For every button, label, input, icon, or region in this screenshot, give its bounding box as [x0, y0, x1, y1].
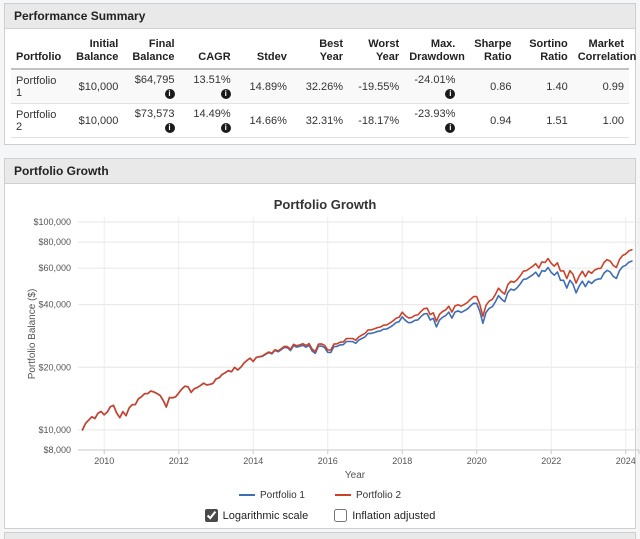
portfolio-2-swatch-icon — [335, 494, 351, 496]
info-icon[interactable]: i — [164, 123, 175, 133]
chart-legend: Portfolio 1 Portfolio 2 — [5, 488, 635, 502]
table-row-portfolio-1: Portfolio 1 $10,000 $64,795i 13.51%i 14.89% 3… — [11, 69, 629, 104]
info-icon[interactable]: i — [220, 89, 231, 99]
legend-label-portfolio-2: Portfolio 2 — [356, 489, 402, 501]
cell-r0-c5: 32.26% — [291, 69, 349, 104]
cell-r1-c9: 1.51 — [516, 103, 573, 138]
y-tick-label: $40,000 — [38, 300, 71, 310]
y-axis-title: Portfolio Balance ($) — [27, 289, 38, 380]
info-icon[interactable]: i — [220, 123, 231, 133]
cell-r0-c6: -19.55% — [348, 69, 405, 104]
x-axis-title: Year — [345, 470, 366, 481]
cell-r1-c10: 1.00 — [572, 103, 629, 138]
portfolio-1-swatch-icon — [238, 494, 255, 496]
cell-r0-c1: $10,000 — [67, 69, 124, 104]
cell-r1-c0: Portfolio 2 — [11, 103, 68, 138]
cell-r1-c1: $10,000 — [67, 103, 124, 138]
chart-controls: Logarithmic scale Inflation adjusted — [5, 509, 635, 528]
column-header-10: Market Correlation — [572, 33, 636, 70]
inflation-adjusted-label: Inflation adjusted — [352, 509, 436, 522]
y-tick-label: $20,000 — [38, 362, 71, 372]
portfolio-growth-header: Portfolio Growth — [5, 159, 635, 184]
cell-r1-c2: $73,573i — [123, 103, 180, 138]
x-tick-label: 2012 — [169, 456, 189, 466]
performance-summary-header: Performance Summary — [5, 4, 635, 29]
y-tick-label: $10,000 — [38, 425, 71, 435]
portfolio-growth-title: Portfolio Growth — [14, 164, 109, 178]
inflation-adjusted-checkbox[interactable] — [334, 509, 348, 522]
next-section-header-partial — [4, 532, 636, 539]
cell-r1-c3: 14.49%i — [179, 103, 236, 138]
y-tick-label: $8,000 — [43, 445, 71, 455]
cell-r1-c8: 0.94 — [460, 103, 517, 138]
cell-r0-c9: 1.40 — [516, 69, 573, 104]
x-tick-label: 2022 — [541, 456, 561, 466]
column-header-2: Final Balance — [123, 33, 180, 70]
x-tick-label: 2020 — [467, 456, 487, 466]
portfolio-2-line[interactable] — [81, 248, 633, 431]
cell-r0-c10: 0.99 — [572, 69, 629, 104]
y-tick-label: $100,000 — [33, 217, 71, 227]
cell-r0-c3: 13.51%i — [179, 69, 236, 104]
growth-chart-body: $8,000 $10,000 $20,000 $40,000 $60,000 $80,00… — [5, 184, 640, 528]
column-header-8: Sharpe Ratio — [460, 33, 517, 70]
performance-table-wrap: Portfolio Initial Balance Final Balance CAG… — [5, 29, 636, 144]
info-icon[interactable]: i — [445, 123, 456, 133]
cell-r0-c2: $64,795i — [123, 69, 180, 104]
cell-r1-c5: 32.31% — [291, 103, 349, 138]
info-icon[interactable]: i — [164, 89, 175, 99]
chart-title: Portfolio Growth — [274, 197, 377, 212]
legend-item-portfolio-1[interactable]: Portfolio 1 — [238, 489, 305, 501]
portfolio-growth-panel: Portfolio Growth $8,000 $10,000 $20,000 $40… — [4, 158, 640, 529]
column-header-1: Initial Balance — [67, 33, 124, 70]
cell-r0-c8: 0.86 — [460, 69, 517, 104]
column-header-5: Best Year — [291, 33, 349, 70]
performance-summary-panel: Performance Summary Portfolio Initial Bal… — [4, 3, 636, 145]
column-header-4: Stdev — [235, 33, 292, 70]
table-row-portfolio-2: Portfolio 2 $10,000 $73,573i 14.49%i 14.66% 3… — [11, 103, 629, 138]
performance-table-head: Portfolio Initial Balance Final Balance CAG… — [11, 33, 636, 70]
column-header-0: Portfolio — [11, 33, 68, 70]
cell-r0-c4: 14.89% — [235, 69, 292, 104]
x-tick-label: 2014 — [243, 456, 263, 466]
performance-table: Portfolio Initial Balance Final Balance CAG… — [11, 33, 636, 138]
y-tick-label: $60,000 — [38, 263, 71, 273]
logarithmic-scale-control[interactable]: Logarithmic scale — [204, 509, 309, 522]
performance-summary-title: Performance Summary — [14, 9, 146, 23]
column-header-9: Sortino Ratio — [516, 33, 573, 70]
cell-r1-c4: 14.66% — [235, 103, 292, 138]
cell-r0-c7: -24.01%i — [404, 69, 461, 104]
cell-r1-c6: -18.17% — [348, 103, 405, 138]
legend-label-portfolio-1: Portfolio 1 — [259, 489, 305, 501]
growth-chart-svg[interactable]: $8,000 $10,000 $20,000 $40,000 $60,000 $80,00… — [5, 184, 640, 486]
performance-table-header-row: Portfolio Initial Balance Final Balance CAG… — [11, 33, 636, 70]
column-header-3: CAGR — [179, 33, 236, 70]
cell-r1-c7: -23.93%i — [404, 103, 461, 138]
info-icon[interactable]: i — [445, 89, 456, 99]
x-tick-label: 2016 — [318, 456, 338, 466]
performance-table-body: Portfolio 1 $10,000 $64,795i 13.51%i 14.89% 3… — [11, 69, 629, 138]
column-header-7: Max. Drawdown — [404, 33, 465, 70]
inflation-adjusted-control[interactable]: Inflation adjusted — [334, 509, 435, 522]
x-tick-label: 2010 — [94, 456, 114, 466]
y-tick-label: $80,000 — [38, 237, 71, 247]
x-tick-label: 2024 — [616, 456, 636, 466]
legend-item-portfolio-2[interactable]: Portfolio 2 — [335, 490, 401, 501]
logarithmic-scale-checkbox[interactable] — [204, 509, 218, 522]
x-tick-label: 2018 — [392, 456, 412, 466]
column-header-6: Worst Year — [348, 33, 405, 70]
cell-r0-c0: Portfolio 1 — [11, 69, 68, 104]
logarithmic-scale-label: Logarithmic scale — [222, 509, 309, 522]
